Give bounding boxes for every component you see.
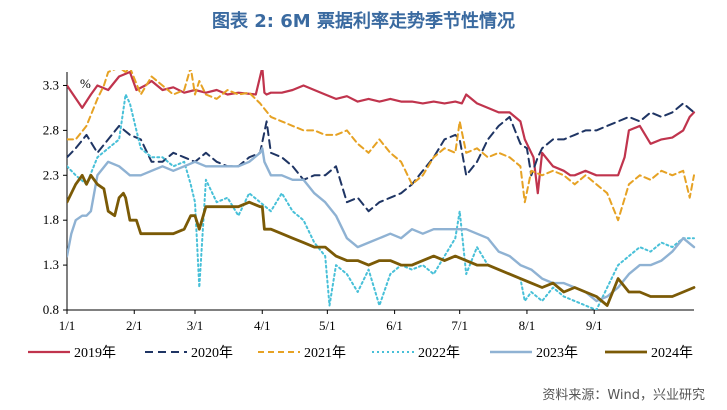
legend: 2019年 2020年 2021年 2022年 2023年 2024年 <box>28 345 693 361</box>
x-tick-label: 1/1 <box>59 318 76 333</box>
series-line-2019年 <box>67 70 696 195</box>
y-tick-label: 1.8 <box>43 212 59 227</box>
x-tick-label: 3/1 <box>187 318 204 333</box>
x-axis: 1/1 2/1 3/1 4/1 5/1 6/1 7/1 8/1 9/1 <box>59 310 603 333</box>
x-tick-label: 8/1 <box>519 318 536 333</box>
series-line-2024年 <box>67 173 696 307</box>
legend-label: 2021年 <box>304 345 346 361</box>
x-tick-label: 9/1 <box>586 318 603 333</box>
y-tick-label: 2.3 <box>43 167 59 182</box>
y-unit-label: % <box>80 76 91 91</box>
series-line-2022年 <box>67 93 695 310</box>
legend-label: 2023年 <box>536 345 578 361</box>
series-line-2023年 <box>67 147 696 303</box>
source-note: 资料来源：Wind，兴业研究 <box>542 388 705 403</box>
plot-area <box>66 72 694 311</box>
y-axis: 3.3 2.8 2.3 1.8 1.3 0.8 <box>43 77 67 317</box>
series-line-2021年 <box>67 70 695 222</box>
legend-label: 2020年 <box>191 345 233 361</box>
series-group <box>67 70 696 310</box>
y-tick-label: 3.3 <box>43 77 59 92</box>
legend-label: 2019年 <box>74 345 116 361</box>
x-tick-label: 5/1 <box>319 318 336 333</box>
series-line-2020年 <box>67 102 695 213</box>
y-tick-label: 0.8 <box>43 302 59 317</box>
y-tick-label: 2.8 <box>43 122 59 137</box>
legend-label: 2024年 <box>651 345 693 361</box>
x-tick-label: 2/1 <box>126 318 143 333</box>
x-tick-label: 4/1 <box>254 318 271 333</box>
x-tick-label: 7/1 <box>451 318 468 333</box>
chart-title: 图表 2: 6M 票据利率走势季节性情况 <box>212 11 515 32</box>
y-tick-label: 1.3 <box>43 257 59 272</box>
x-tick-label: 6/1 <box>386 318 403 333</box>
legend-label: 2022年 <box>418 345 460 361</box>
